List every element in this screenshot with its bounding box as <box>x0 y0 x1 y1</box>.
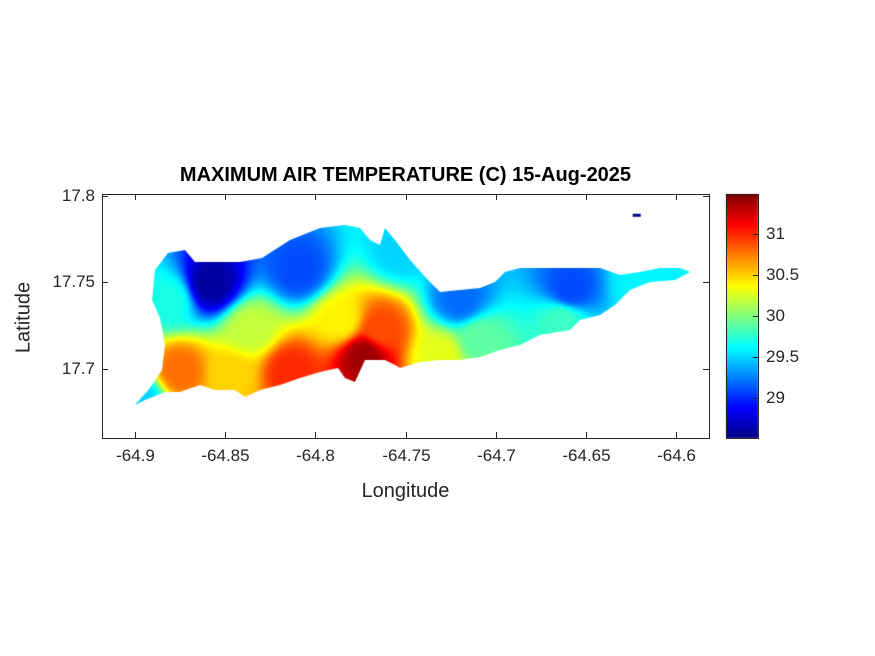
colorbar-tick-label: 29 <box>766 387 785 407</box>
x-tick-label: -64.8 <box>296 446 335 465</box>
x-tick-label: -64.65 <box>562 446 611 465</box>
y-tick-label: 17.8 <box>61 185 95 205</box>
chart-title: MAXIMUM AIR TEMPERATURE (C) 15-Aug-2025 <box>179 164 632 186</box>
colorbar-tick-label: 30.5 <box>766 264 800 284</box>
axes-box <box>102 194 710 439</box>
x-axis-label: Longitude <box>361 480 450 502</box>
x-tick-label: -64.75 <box>382 446 431 465</box>
colorbar-tick-label: 30 <box>766 305 785 325</box>
y-tick-label: 17.7 <box>61 358 95 378</box>
x-tick-label: -64.7 <box>477 446 516 465</box>
y-tick-label: 17.75 <box>52 271 95 291</box>
x-tick-label: -64.6 <box>657 446 696 465</box>
x-tick-label: -64.9 <box>116 446 155 465</box>
x-tick-label: -64.85 <box>201 446 250 465</box>
colorbar-tick-label: 29.5 <box>766 346 800 366</box>
colorbar-tick-label: 31 <box>766 223 785 243</box>
colorbar-box <box>726 194 759 439</box>
